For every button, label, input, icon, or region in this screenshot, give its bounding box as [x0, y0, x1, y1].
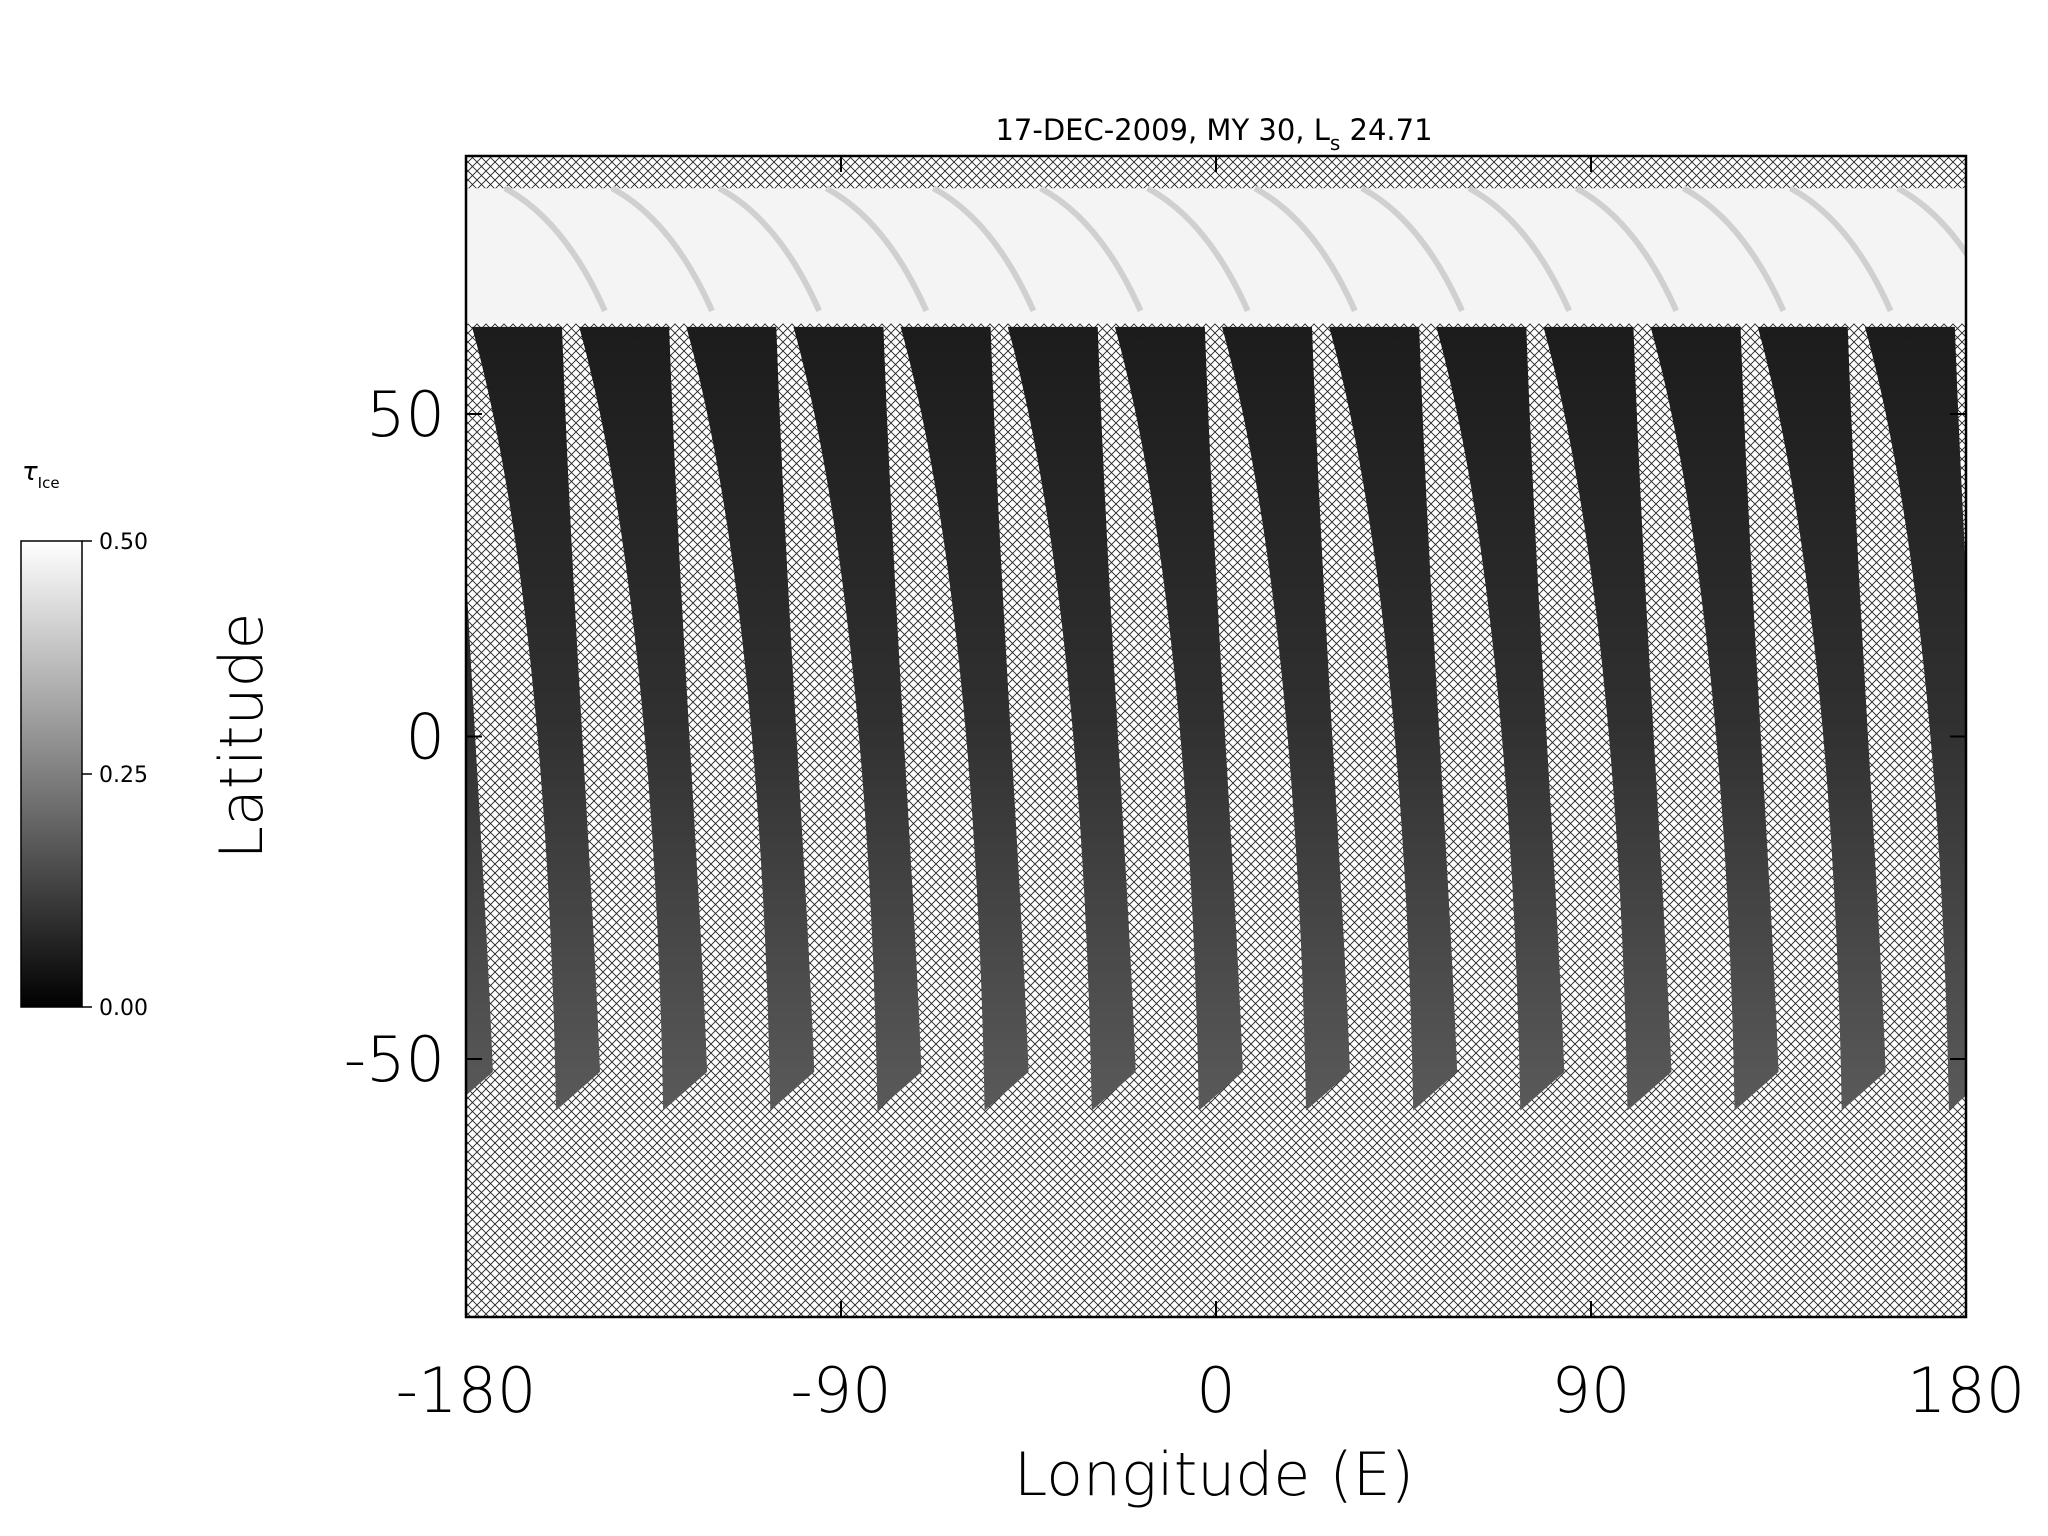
- swath: [466, 573, 493, 1096]
- swath: [1114, 326, 1243, 1111]
- cap-arc: [824, 185, 930, 313]
- cap-arc: [1253, 185, 1358, 313]
- swath: [1436, 326, 1565, 1111]
- swath: [1650, 326, 1779, 1111]
- x-tick-label: 0: [1196, 1354, 1235, 1427]
- cap-arc: [932, 185, 1037, 313]
- swath: [900, 326, 1029, 1111]
- swath: [1007, 326, 1136, 1111]
- cap-arc: [717, 185, 822, 313]
- swath: [1864, 326, 1966, 1111]
- cap-arc: [1039, 185, 1144, 313]
- cap-arc: [1467, 185, 1572, 313]
- colorbar-tick-label: 0.25: [99, 763, 148, 788]
- colorbar-symbol: τ: [22, 457, 38, 487]
- swath: [686, 326, 815, 1111]
- swath: [1543, 326, 1672, 1111]
- swath: [1329, 326, 1458, 1111]
- swath: [1757, 326, 1886, 1111]
- swath: [579, 326, 708, 1111]
- x-axis-title: Longitude (E): [1014, 1440, 1414, 1510]
- y-tick-label: 0: [406, 701, 445, 774]
- title-text: 17-DEC-2009, MY 30, L: [995, 113, 1329, 147]
- x-tick-label: -90: [790, 1354, 891, 1427]
- swath: [1222, 326, 1350, 1111]
- cap-arc: [1789, 185, 1894, 313]
- chart-title: 17-DEC-2009, MY 30, Ls 24.71: [995, 113, 1432, 155]
- cap-arc: [1682, 185, 1787, 313]
- colorbar-title: τIce: [22, 457, 60, 492]
- cap-arc: [503, 185, 608, 313]
- x-tick-label: 90: [1552, 1354, 1631, 1427]
- colorbar-tick-label: 0.50: [99, 530, 148, 555]
- cap-arc: [1574, 185, 1680, 313]
- cap-arc: [1146, 185, 1251, 313]
- swath: [472, 326, 600, 1111]
- colorbar-subscript: Ice: [38, 474, 60, 492]
- cap-arc: [2005, 188, 2048, 311]
- cap-arc: [610, 185, 715, 313]
- swath: [793, 326, 922, 1111]
- title-tail: 24.71: [1340, 113, 1432, 147]
- axes: -180 -90 0 90 180 -50 0 50 0.00 0.25 0.50: [82, 156, 2025, 1427]
- title-subscript: s: [1330, 131, 1340, 155]
- map-area: [466, 156, 2048, 1317]
- colorbar-tick-label: 0.00: [99, 996, 148, 1021]
- swath: [1972, 327, 2048, 1111]
- x-tick-label: -180: [396, 1354, 537, 1427]
- x-tick-label: 180: [1907, 1354, 2025, 1427]
- y-axis-title: Latitude: [207, 613, 277, 860]
- cap-arc: [1896, 185, 1966, 259]
- cap-arc: [1360, 185, 1465, 313]
- colorbar: [20, 540, 83, 1008]
- y-tick-label: 50: [366, 378, 445, 451]
- y-tick-label: -50: [344, 1023, 445, 1096]
